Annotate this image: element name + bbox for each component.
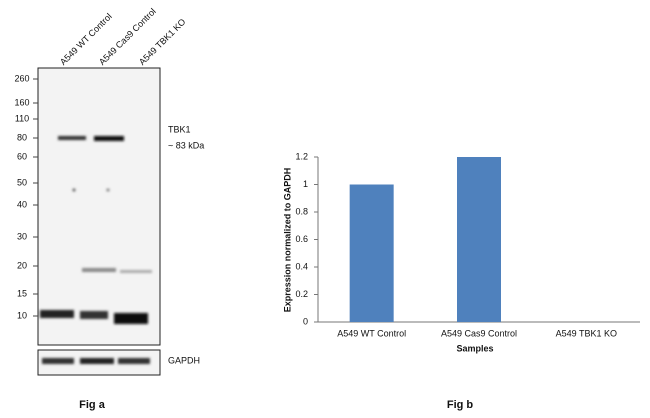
blot-panel <box>37 67 161 346</box>
x-axis-label: Samples <box>456 343 493 353</box>
marker-label: 260 <box>14 73 29 83</box>
y-tick-label: 0 <box>303 316 308 326</box>
y-tick-label: 0.4 <box>295 261 308 271</box>
caption: Fig a <box>79 399 106 411</box>
marker-label: 50 <box>17 177 27 187</box>
marker-label: 30 <box>17 231 27 241</box>
y-axis-label: Expression normalized to GAPDH <box>282 168 292 313</box>
marker-label: 15 <box>17 288 27 298</box>
caption: Fig b <box>447 399 474 411</box>
gapdh-bands <box>42 358 150 364</box>
x-tick-label: A549 TBK1 KO <box>556 328 617 338</box>
x-tick-label: A549 Cas9 Control <box>441 328 517 338</box>
bar <box>349 184 394 322</box>
marker-label: 80 <box>17 132 27 142</box>
marker-label: 20 <box>17 260 27 270</box>
loading-control: GAPDH <box>168 355 200 365</box>
marker-label: 110 <box>15 113 29 123</box>
y-tick-label: 1.2 <box>295 151 308 161</box>
bar <box>457 157 501 322</box>
y-tick-label: 1 <box>303 179 308 189</box>
target-label: TBK1 <box>168 124 191 134</box>
marker-label: 10 <box>17 310 27 320</box>
target-size: ~ 83 kDa <box>168 140 204 150</box>
blot-bands <box>40 136 152 324</box>
x-tick-label: A549 WT Control <box>337 328 406 338</box>
marker-label: 40 <box>17 199 27 209</box>
y-tick-label: 0.2 <box>295 289 308 299</box>
marker-label: 160 <box>14 97 29 107</box>
y-tick-label: 0.8 <box>295 206 308 216</box>
marker-label: 60 <box>17 151 27 161</box>
y-tick-label: 0.6 <box>295 234 308 244</box>
